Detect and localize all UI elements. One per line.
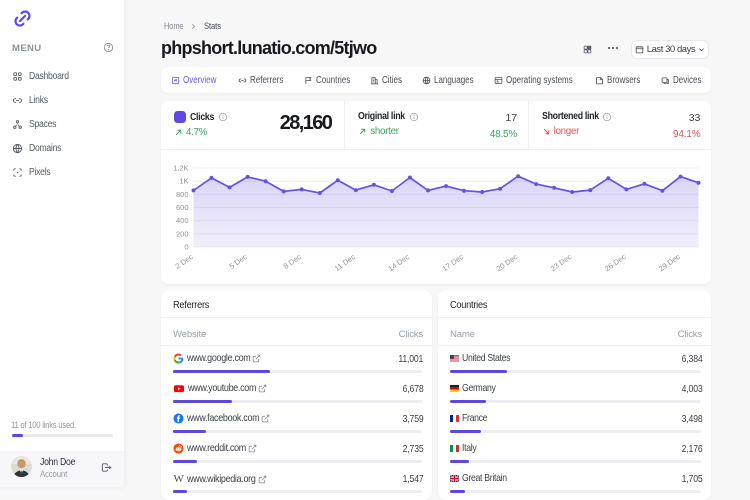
svg-text:14 Dec: 14 Dec (386, 252, 411, 273)
svg-text:23 Dec: 23 Dec (549, 252, 574, 273)
svg-text:800: 800 (176, 190, 189, 199)
svg-text:17 Dec: 17 Dec (441, 252, 466, 273)
svg-text:20 Dec: 20 Dec (495, 252, 520, 273)
svg-text:200: 200 (176, 229, 189, 238)
svg-text:2 Dec: 2 Dec (173, 252, 194, 271)
svg-text:1K: 1K (179, 177, 188, 186)
svg-text:1.2K: 1.2K (173, 164, 188, 173)
svg-text:8 Dec: 8 Dec (282, 252, 303, 271)
svg-text:29 Dec: 29 Dec (657, 252, 682, 273)
svg-text:11 Dec: 11 Dec (333, 252, 357, 273)
svg-text:26 Dec: 26 Dec (603, 252, 628, 273)
svg-text:600: 600 (176, 203, 189, 212)
svg-text:5 Dec: 5 Dec (228, 252, 249, 271)
svg-text:0: 0 (184, 243, 188, 252)
svg-text:400: 400 (176, 216, 189, 225)
